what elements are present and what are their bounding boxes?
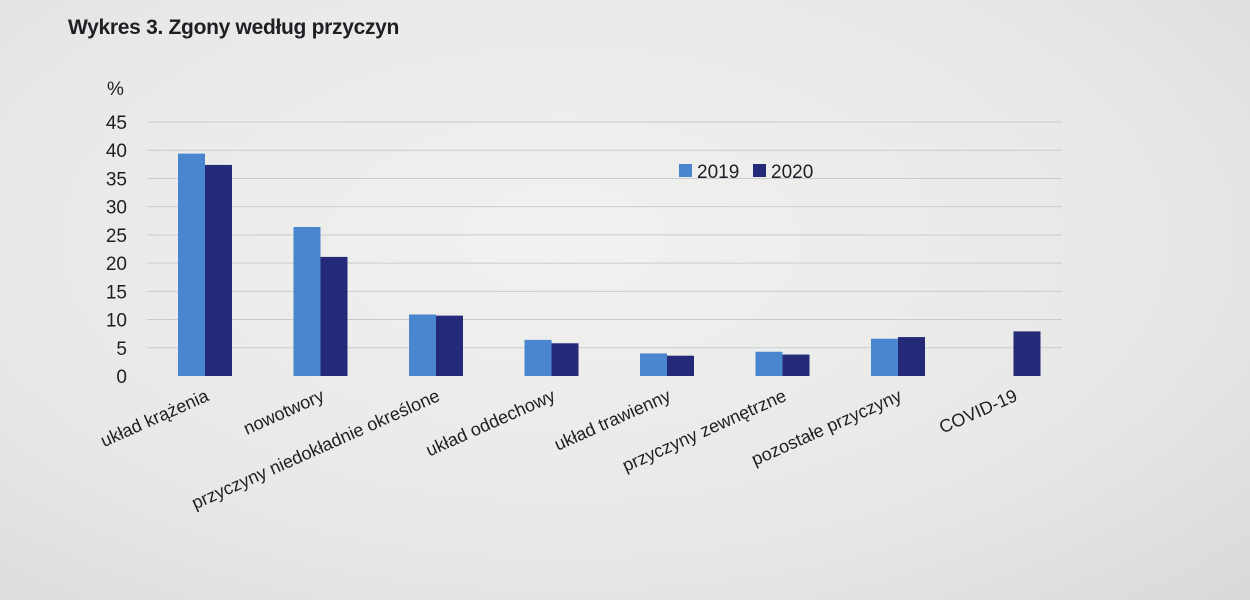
bar-2020-1 bbox=[320, 256, 348, 376]
x-category-label: układ krążenia bbox=[97, 385, 212, 451]
bar-2020-6 bbox=[898, 337, 925, 376]
legend-label: 2020 bbox=[771, 162, 813, 183]
y-tick-label: 25 bbox=[106, 226, 127, 247]
x-category-label: układ oddechowy bbox=[423, 385, 558, 460]
y-tick-label: 30 bbox=[106, 198, 127, 219]
bars bbox=[178, 153, 1041, 376]
bar-2020-3 bbox=[551, 343, 579, 376]
y-tick-label: 45 bbox=[106, 113, 127, 134]
bar-2019-2 bbox=[409, 314, 436, 376]
x-category-label: nowotwory bbox=[240, 385, 327, 438]
bar-2019-5 bbox=[755, 351, 783, 376]
gridlines bbox=[147, 121, 1062, 349]
y-tick-label: 5 bbox=[116, 339, 127, 360]
legend: 2019 2020 bbox=[679, 162, 813, 183]
bar-2019-3 bbox=[524, 339, 552, 376]
y-axis-unit-label: % bbox=[107, 79, 124, 100]
y-tick-label: 40 bbox=[106, 141, 127, 162]
y-tick-label: 15 bbox=[106, 282, 127, 303]
bar-2019-1 bbox=[293, 226, 321, 376]
bar-2020-5 bbox=[782, 354, 810, 376]
legend-label: 2019 bbox=[697, 162, 739, 183]
bar-2019-4 bbox=[640, 353, 667, 376]
y-tick-label: 10 bbox=[106, 311, 127, 332]
x-category-label: COVID-19 bbox=[936, 385, 1020, 437]
bar-2020-0 bbox=[205, 164, 232, 376]
y-tick-label: 0 bbox=[116, 367, 127, 388]
y-tick-label: 35 bbox=[106, 169, 127, 190]
bar-2019-6 bbox=[871, 338, 898, 376]
y-tick-label: 20 bbox=[106, 254, 127, 275]
chart-title: Wykres 3. Zgony według przyczyn bbox=[68, 16, 400, 39]
bar-2020-2 bbox=[436, 315, 463, 376]
legend-swatch-2019 bbox=[679, 164, 692, 177]
legend-swatch-2020 bbox=[753, 164, 766, 177]
bar-2019-0 bbox=[178, 153, 205, 376]
y-axis-ticks: 0 5 10 15 20 25 30 35 40 45 bbox=[106, 113, 127, 388]
bar-2020-7 bbox=[1013, 331, 1041, 376]
bar-2020-4 bbox=[667, 355, 694, 376]
